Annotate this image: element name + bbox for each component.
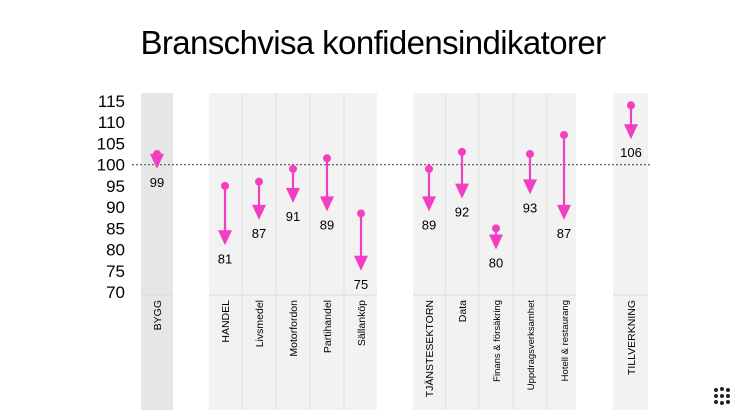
start-dot bbox=[153, 150, 161, 159]
arrow-head bbox=[320, 196, 334, 212]
category-label: Uppdragsverksamhet bbox=[526, 300, 537, 391]
category-label: Partihandel bbox=[322, 300, 334, 353]
start-dot bbox=[492, 224, 500, 233]
y-tick-label: 100 bbox=[97, 156, 125, 175]
value-label: 89 bbox=[320, 217, 334, 232]
arrow-head bbox=[489, 234, 503, 250]
value-label: 93 bbox=[523, 200, 537, 215]
start-dot bbox=[425, 164, 433, 173]
arrow-head bbox=[557, 204, 571, 220]
start-dot bbox=[255, 177, 263, 186]
category-label: HANDEL bbox=[220, 300, 232, 343]
y-axis: 70 75 80 85 90 95 100 105 110 115 bbox=[97, 92, 125, 302]
group-panel bbox=[613, 93, 648, 410]
start-dot bbox=[526, 150, 534, 159]
category-label: BYGG bbox=[152, 300, 164, 330]
y-tick-label: 85 bbox=[106, 219, 125, 238]
category-label: TJÄNSTESEKTORN bbox=[424, 300, 436, 397]
start-dot bbox=[289, 164, 297, 173]
arrow-head bbox=[455, 183, 469, 199]
category-label: Sällanköp bbox=[356, 300, 368, 346]
value-label: 87 bbox=[557, 226, 571, 241]
start-dot bbox=[323, 154, 331, 163]
start-dot bbox=[357, 209, 365, 218]
start-dot bbox=[627, 101, 635, 110]
group-panel bbox=[413, 93, 576, 410]
category-label: TILLVERKNING bbox=[626, 300, 638, 375]
category-label: Motorfordon bbox=[288, 300, 300, 357]
y-tick-label: 80 bbox=[106, 241, 125, 260]
value-label: 99 bbox=[150, 175, 164, 190]
y-tick-label: 75 bbox=[106, 262, 125, 281]
arrow-head bbox=[354, 255, 368, 271]
group-panel bbox=[141, 93, 173, 410]
start-dot bbox=[458, 147, 466, 156]
value-label: 92 bbox=[455, 205, 469, 220]
start-dot bbox=[221, 181, 229, 190]
arrow-head bbox=[150, 153, 164, 169]
category-label: Hotell & restaurang bbox=[560, 300, 571, 381]
category-label: Data bbox=[457, 300, 469, 322]
y-tick-label: 105 bbox=[97, 134, 125, 153]
start-dot bbox=[560, 130, 568, 139]
y-tick-label: 115 bbox=[98, 92, 125, 111]
data-marks: 99 81 87 91 89 75 89 92 80 93 87 106 bbox=[150, 101, 642, 292]
arrow-head bbox=[218, 230, 232, 246]
y-tick-label: 95 bbox=[106, 177, 125, 196]
arrow-head bbox=[523, 179, 537, 195]
y-tick-label: 90 bbox=[106, 198, 125, 217]
group-panels bbox=[141, 93, 648, 410]
category-label: Finans & försäkring bbox=[492, 300, 503, 382]
value-label: 75 bbox=[354, 277, 368, 292]
value-label: 80 bbox=[489, 256, 503, 271]
arrow-head bbox=[286, 187, 300, 203]
arrow-head bbox=[624, 124, 638, 140]
value-label: 81 bbox=[218, 251, 232, 266]
category-label: Livsmedel bbox=[254, 300, 266, 347]
value-label: 91 bbox=[286, 209, 300, 224]
arrow-head bbox=[252, 204, 266, 220]
y-tick-label: 70 bbox=[106, 283, 125, 302]
value-label: 87 bbox=[252, 226, 266, 241]
value-label: 89 bbox=[422, 217, 436, 232]
y-tick-label: 110 bbox=[98, 113, 125, 132]
group-panel bbox=[209, 93, 377, 410]
chart-title: Branschvisa konfidensindikatorer bbox=[140, 24, 606, 61]
value-label: 106 bbox=[620, 145, 642, 160]
arrow-head bbox=[422, 196, 436, 212]
brand-logo-icon bbox=[714, 387, 730, 405]
x-axis-labels: BYGG HANDEL Livsmedel Motorfordon Partihande… bbox=[152, 300, 638, 398]
